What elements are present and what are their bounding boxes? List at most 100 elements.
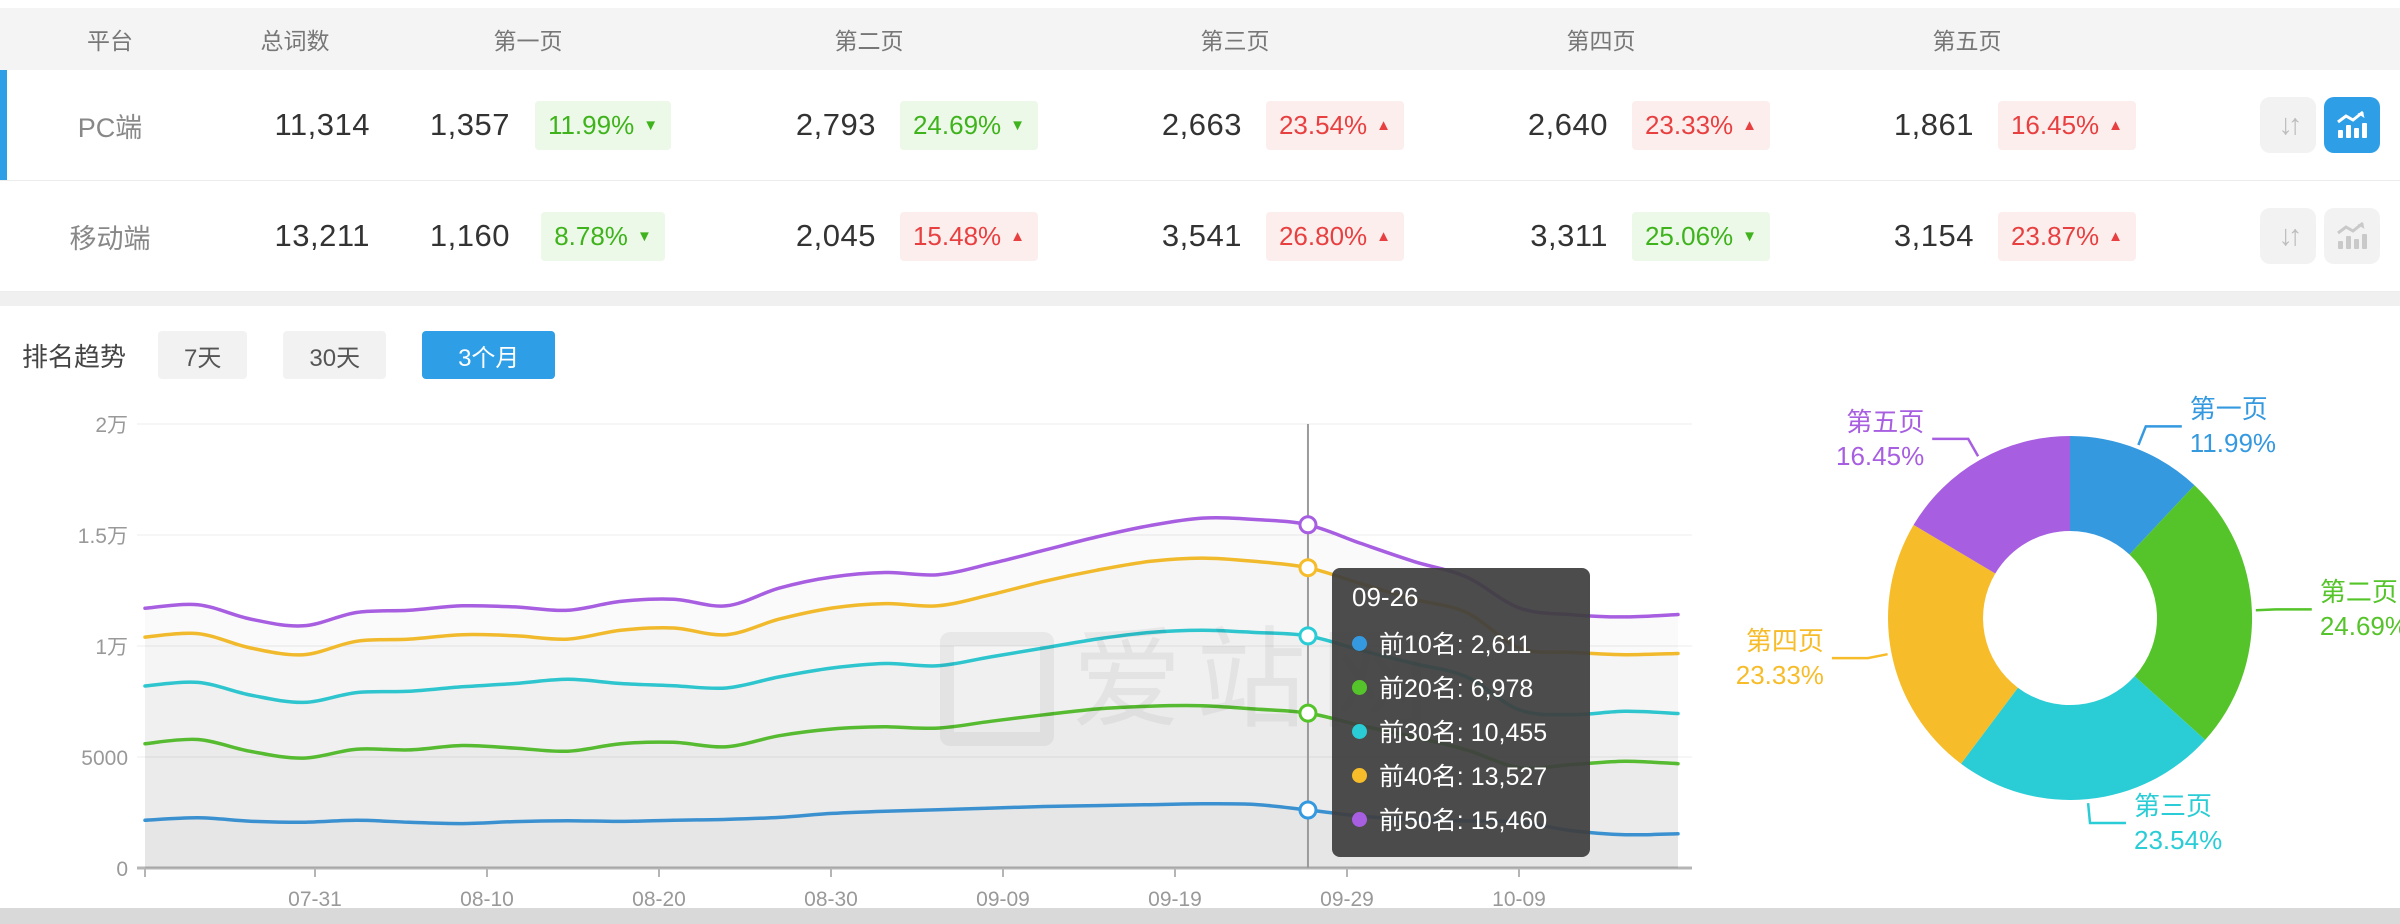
page-count: 2,045 — [795, 218, 876, 253]
change-badge-wrap: 23.54% ▲ — [1252, 100, 1418, 150]
series-color-dot — [1352, 767, 1367, 783]
column-header: 第二页 — [834, 28, 904, 54]
show-trend-chart-button[interactable] — [2324, 97, 2380, 153]
arrow-down-icon: ▼ — [643, 116, 659, 134]
range-button-7天[interactable]: 7天 — [158, 331, 248, 379]
range-button-3个月[interactable]: 3个月 — [422, 331, 556, 379]
row-action-buttons: ↓↑ — [2260, 208, 2380, 264]
x-axis-tick-label: 08-30 — [804, 888, 858, 911]
arrow-up-icon: ▲ — [1010, 227, 1026, 245]
column-header: 第一页 — [493, 28, 563, 54]
arrow-up-icon: ▲ — [1376, 116, 1392, 134]
series-line-前50名 — [143, 515, 1680, 628]
x-axis-tick-label: 08-10 — [460, 888, 514, 911]
change-percent: 23.87% — [2010, 220, 2100, 251]
tooltip-series-row: 前10名: 2,611 — [1352, 621, 1570, 665]
change-percent: 8.78% — [554, 220, 628, 251]
donut-slice-第一页[interactable] — [2070, 436, 2195, 555]
table-row-pc[interactable]: PC端 11,314 1,357 11.99% ▼ 2,793 24.69% ▼ 2,663 23… — [0, 70, 2400, 181]
change-percent: 23.33% — [1644, 109, 1734, 140]
range-button-30天[interactable]: 30天 — [283, 331, 387, 379]
donut-label-name: 第五页 — [1846, 406, 1925, 437]
change-badge-wrap: 25.06% ▼ — [1618, 211, 1784, 261]
change-badge: 23.33% ▲ — [1631, 100, 1771, 150]
change-badge: 8.78% ▼ — [541, 211, 665, 261]
page-count: 2,663 — [1161, 107, 1242, 142]
tooltip-series-text: 前50名: 15,460 — [1379, 807, 1548, 835]
change-badge-wrap: 26.80% ▲ — [1252, 211, 1418, 261]
tooltip-series-row: 前50名: 15,460 — [1352, 797, 1570, 841]
donut-label-line — [1831, 652, 1888, 660]
change-badge-wrap: 23.33% ▲ — [1618, 100, 1784, 150]
donut-label-line — [2137, 425, 2182, 446]
change-percent: 25.06% — [1644, 220, 1734, 251]
hover-point-marker — [1298, 558, 1318, 578]
change-badge-wrap: 23.87% ▲ — [1984, 211, 2150, 261]
donut-label-name: 第二页 — [2319, 577, 2398, 608]
tooltip-series-row: 前40名: 13,527 — [1352, 753, 1570, 797]
selected-row-indicator — [0, 181, 7, 291]
tooltip-series-text: 前40名: 13,527 — [1379, 763, 1548, 791]
change-badge: 25.06% ▼ — [1631, 211, 1771, 261]
x-axis-tick-label: 10-09 — [1492, 888, 1546, 911]
page-count: 3,154 — [1893, 218, 1974, 253]
arrow-down-icon: ▼ — [1742, 227, 1758, 245]
arrow-up-icon: ▲ — [1376, 227, 1392, 245]
page-count: 3,311 — [1530, 218, 1608, 253]
tooltip-date: 09-26 — [1352, 582, 1419, 612]
page-share-donut-chart[interactable] — [1700, 390, 2400, 924]
donut-slice-第四页[interactable] — [1888, 524, 2018, 764]
donut-slice-第三页[interactable] — [1961, 676, 2206, 800]
column-header: 总词数 — [260, 28, 330, 54]
row-action-buttons: ↓↑ — [2260, 97, 2380, 153]
trend-section-header: 排名趋势 7天 30天 3个月 — [0, 306, 2400, 384]
change-badge-wrap: 24.69% ▼ — [886, 100, 1052, 150]
change-badge-wrap: 11.99% ▼ — [520, 100, 686, 150]
hover-point-marker — [1298, 800, 1318, 820]
trend-line-chart[interactable]: 0 5000 1万 1.5万 2万 07-31 08-10 08-20 08-30 09-09 09… — [0, 390, 1700, 924]
donut-label-第五页: 第五页 16.45% — [1836, 405, 1924, 473]
sort-compare-button[interactable]: ↓↑ — [2260, 208, 2316, 264]
trend-chart-icon — [2337, 110, 2367, 138]
page-count: 1,861 — [1893, 107, 1974, 142]
trend-chart-icon — [2337, 221, 2367, 249]
donut-label-第四页: 第四页 23.33% — [1736, 624, 1824, 692]
change-badge: 24.69% ▼ — [899, 100, 1039, 150]
table-header-row: 平台 总词数 第一页 第二页 第三页 第四页 第五页 — [0, 8, 2400, 70]
donut-slice-第五页[interactable] — [1913, 436, 2070, 574]
donut-label-name: 第一页 — [2189, 394, 2268, 425]
sort-arrows-icon: ↓↑ — [2278, 108, 2303, 141]
donut-slice-第二页[interactable] — [2129, 485, 2253, 740]
change-percent: 16.45% — [2010, 109, 2100, 140]
sort-compare-button[interactable]: ↓↑ — [2260, 97, 2316, 153]
table-row-mobile[interactable]: 移动端 13,211 1,160 8.78% ▼ 2,045 15.48% ▲ 3,541 26.… — [0, 181, 2400, 292]
change-badge: 15.48% ▲ — [899, 211, 1039, 261]
donut-label-第三页: 第三页 23.54% — [2134, 789, 2222, 857]
donut-label-percent: 24.69% — [2319, 611, 2400, 642]
arrow-down-icon: ▼ — [636, 227, 652, 245]
arrow-up-icon: ▲ — [2108, 116, 2124, 134]
selected-row-indicator — [0, 70, 7, 180]
y-axis-tick-label: 1万 — [95, 636, 128, 659]
column-header: 第四页 — [1566, 28, 1636, 54]
change-badge-wrap: 8.78% ▼ — [520, 211, 686, 261]
page-count: 1,357 — [429, 107, 510, 142]
series-color-dot — [1352, 811, 1367, 827]
y-axis-tick-label: 0 — [116, 858, 128, 881]
x-axis-tick-label: 07-31 — [288, 888, 342, 911]
tooltip-series-text: 前10名: 2,611 — [1379, 631, 1532, 659]
tooltip-series-row: 前20名: 6,978 — [1352, 665, 1570, 709]
y-axis-tick-label: 5000 — [81, 747, 128, 770]
change-percent: 24.69% — [912, 109, 1002, 140]
page-count: 2,640 — [1527, 107, 1608, 142]
tooltip-series-text: 前30名: 10,455 — [1379, 719, 1548, 747]
show-trend-chart-button[interactable] — [2324, 208, 2380, 264]
donut-label-name: 第三页 — [2134, 791, 2213, 822]
hover-point-marker — [1298, 703, 1318, 723]
change-percent: 15.48% — [912, 220, 1002, 251]
chart-tooltip: 09-26 前10名: 2,611 前20名: 6,978 前30名: 10,455… — [1332, 568, 1590, 857]
donut-label-第一页: 第一页 11.99% — [2190, 392, 2276, 460]
change-badge: 26.80% ▲ — [1265, 211, 1405, 261]
table-body: PC端 11,314 1,357 11.99% ▼ 2,793 24.69% ▼ 2,663 23… — [0, 70, 2400, 292]
